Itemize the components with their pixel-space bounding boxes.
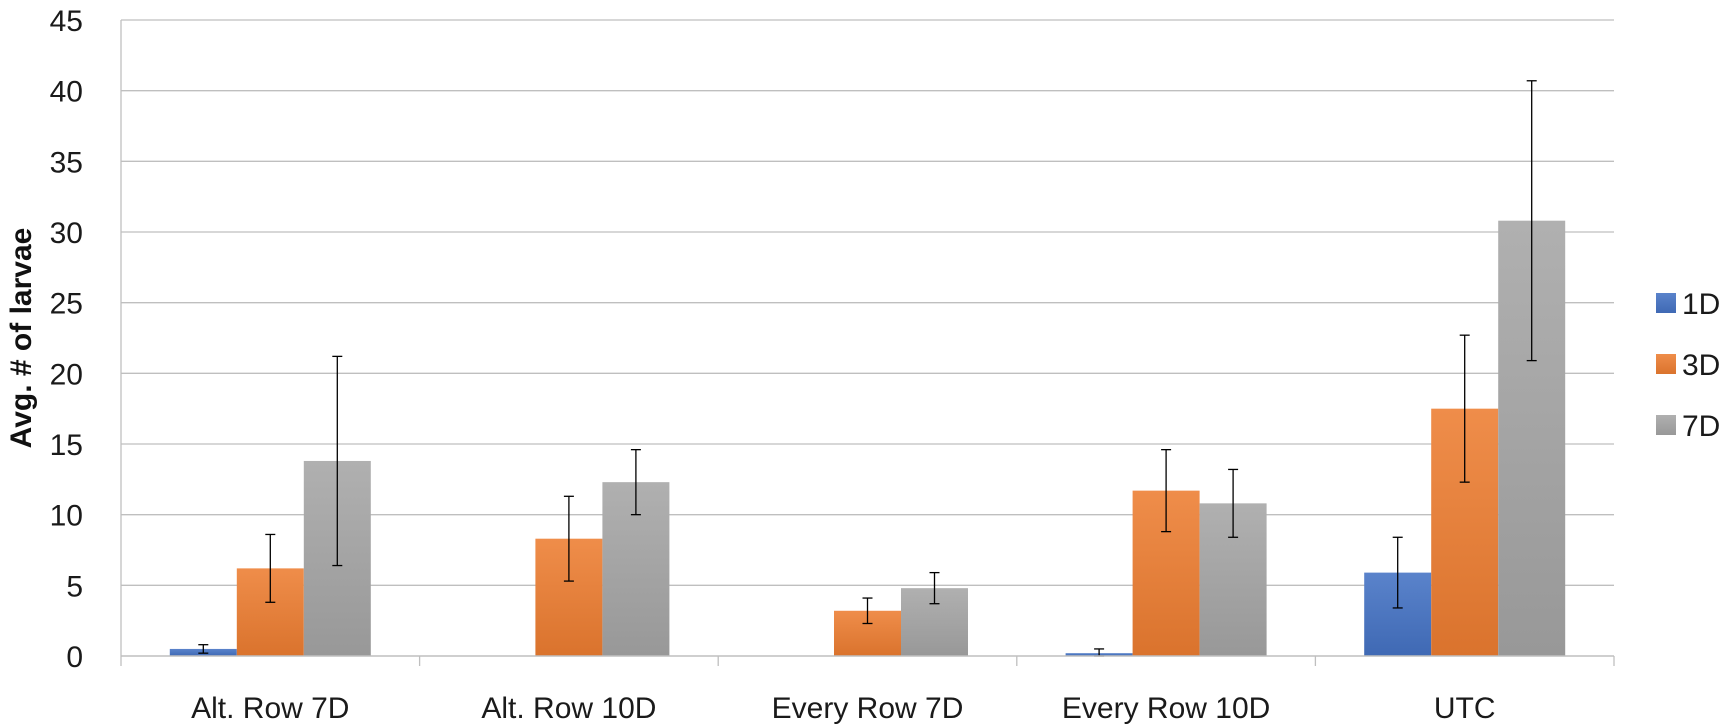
error-bar — [1392, 536, 1403, 609]
y-axis-title: Avg. # of larvae — [5, 228, 38, 449]
y-tick-label: 30 — [50, 217, 83, 250]
y-tick-label: 0 — [66, 641, 83, 674]
error-bar — [929, 571, 940, 605]
error-bar — [265, 533, 276, 603]
error-bars — [198, 80, 1537, 657]
x-tick-label: Every Row 7D — [772, 692, 964, 725]
error-bar — [862, 597, 873, 625]
x-tick-label: Alt. Row 10D — [481, 692, 656, 725]
legend-item: 1D — [1656, 288, 1720, 321]
error-bar — [563, 495, 574, 582]
legend-swatch — [1656, 354, 1676, 374]
y-tick-label: 15 — [50, 429, 83, 462]
legend-item: 3D — [1656, 349, 1720, 382]
y-tick-label: 5 — [66, 570, 83, 603]
error-bar — [630, 449, 641, 516]
error-bar — [332, 355, 343, 567]
legend-label: 1D — [1682, 288, 1720, 321]
y-tick-label: 35 — [50, 146, 83, 179]
error-bar — [1228, 468, 1239, 538]
error-bar — [1526, 80, 1537, 362]
axes — [120, 20, 1615, 666]
y-tick-label: 40 — [50, 76, 83, 109]
error-bar — [1459, 334, 1470, 483]
legend-item: 7D — [1656, 410, 1720, 443]
legend-swatch — [1656, 415, 1676, 435]
y-tick-labels: 0 5 10 15 20 25 30 35 40 45 — [50, 5, 83, 674]
legend: 1D 3D 7D — [1656, 288, 1720, 443]
bars — [169, 220, 1566, 656]
legend-label: 7D — [1682, 410, 1720, 443]
legend-label: 3D — [1682, 349, 1720, 382]
x-tick-label: Alt. Row 7D — [191, 692, 349, 725]
error-bar — [198, 644, 209, 654]
y-tick-label: 45 — [50, 5, 83, 38]
x-tick-label: Every Row 10D — [1062, 692, 1270, 725]
x-tick-labels: Alt. Row 7D Alt. Row 10D Every Row 7D Every… — [191, 692, 1495, 725]
y-tick-label: 20 — [50, 358, 83, 391]
error-bar — [1161, 449, 1172, 533]
x-tick-label: UTC — [1434, 692, 1496, 725]
y-tick-label: 10 — [50, 500, 83, 533]
legend-swatch — [1656, 293, 1676, 313]
y-tick-label: 25 — [50, 288, 83, 321]
